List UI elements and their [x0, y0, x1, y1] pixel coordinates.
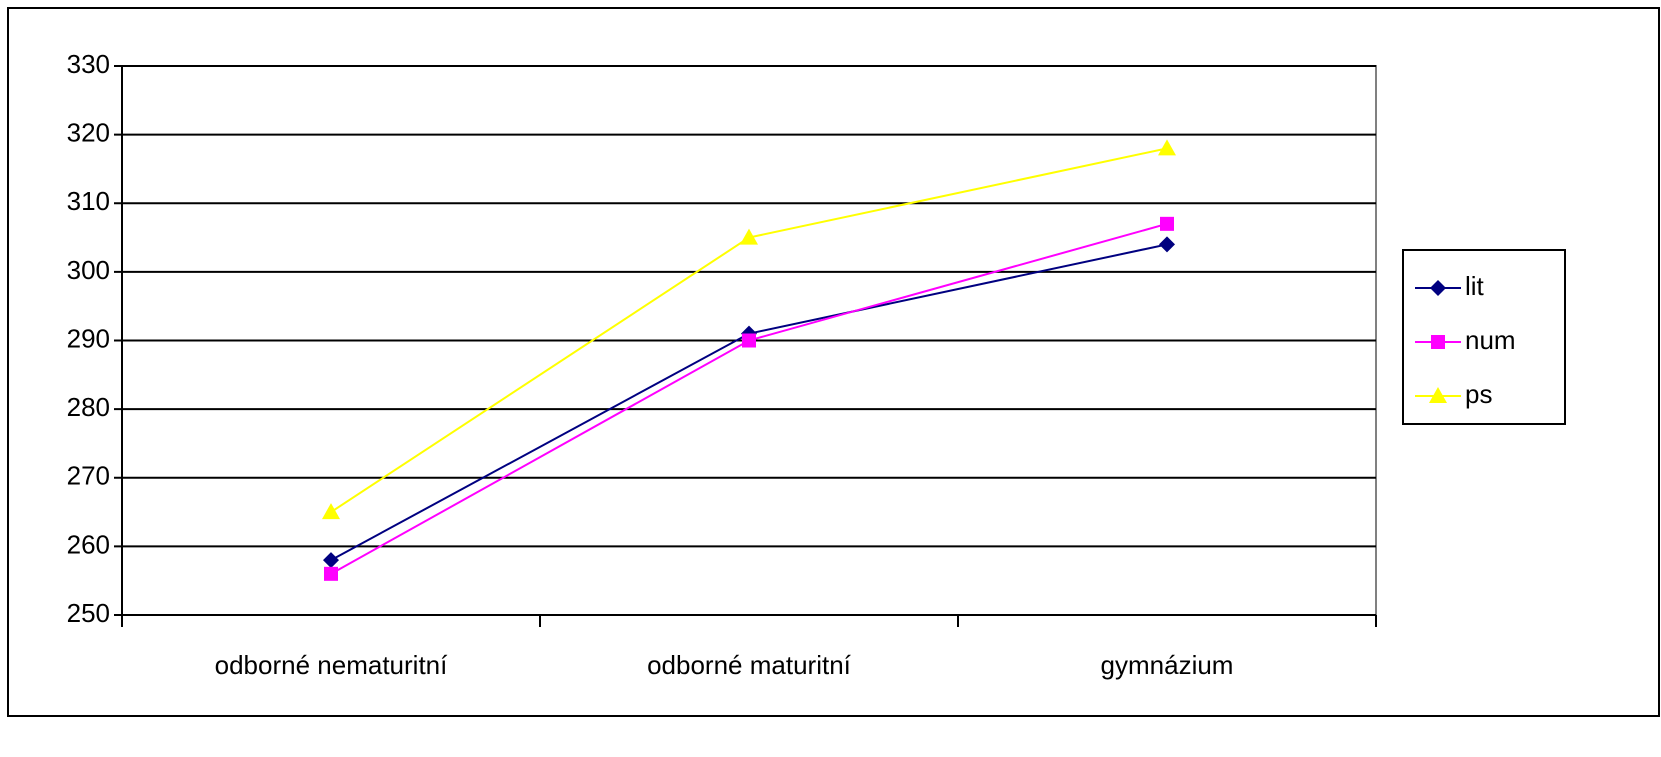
- data-point: [740, 228, 758, 245]
- data-point: [1158, 139, 1176, 156]
- y-tick-label: 300: [67, 255, 110, 285]
- y-tick-label: 260: [67, 529, 110, 559]
- y-tick-label: 310: [67, 186, 110, 216]
- data-point: [1160, 216, 1174, 231]
- x-tick-label: odborné maturitní: [647, 650, 852, 680]
- data-point: [323, 552, 339, 569]
- y-tick-label: 270: [67, 461, 110, 491]
- legend-marker: [1429, 387, 1447, 403]
- data-point: [322, 503, 340, 520]
- data-point: [324, 566, 338, 581]
- data-point: [1159, 236, 1175, 253]
- x-tick-label: odborné nematuritní: [215, 650, 448, 680]
- x-tick-label: gymnázium: [1101, 650, 1234, 680]
- legend-marker: [1431, 335, 1445, 349]
- y-tick-label: 280: [67, 392, 110, 422]
- legend-label: num: [1465, 325, 1516, 355]
- y-tick-label: 330: [67, 49, 110, 79]
- data-point: [742, 333, 756, 348]
- legend-label: ps: [1465, 379, 1492, 409]
- legend-marker: [1430, 280, 1446, 296]
- y-tick-label: 320: [67, 118, 110, 148]
- legend-label: lit: [1465, 271, 1485, 301]
- y-tick-label: 290: [67, 323, 110, 353]
- y-tick-label: 250: [67, 598, 110, 628]
